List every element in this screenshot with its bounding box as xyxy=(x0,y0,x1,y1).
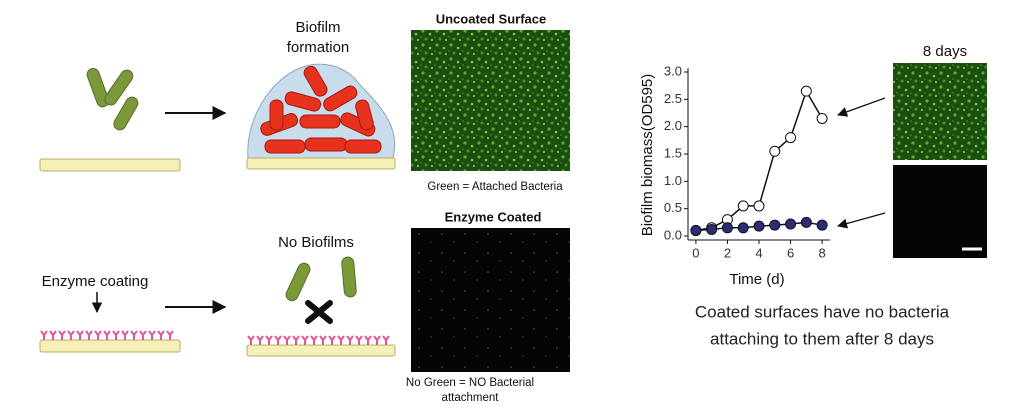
y-tick-label: 1.0 xyxy=(664,173,682,188)
y-tick-label: 0.5 xyxy=(664,200,682,215)
micrograph xyxy=(893,165,987,258)
biofilm-bacteria xyxy=(260,65,382,154)
enzymes xyxy=(40,330,174,340)
y-tick-label: 2.0 xyxy=(664,118,682,133)
biofilm-matrix xyxy=(247,63,396,159)
x-tick-label: 4 xyxy=(755,245,762,260)
enzyme xyxy=(148,330,156,340)
x-axis-title: Time (d) xyxy=(729,271,784,288)
enzyme xyxy=(67,330,75,340)
enzyme xyxy=(265,335,273,345)
y-tick-label: 1.5 xyxy=(664,145,682,160)
enzyme xyxy=(85,330,93,340)
enzyme xyxy=(319,335,327,345)
label: formation xyxy=(287,39,350,56)
enzyme xyxy=(310,335,318,345)
data-point xyxy=(800,85,812,97)
micrograph xyxy=(411,30,570,171)
enzyme xyxy=(337,335,345,345)
enzyme xyxy=(355,335,363,345)
enzymes xyxy=(247,335,390,345)
enzyme xyxy=(121,330,129,340)
arrow xyxy=(837,97,886,117)
data-point xyxy=(753,200,765,212)
substrate xyxy=(39,339,181,353)
data-point xyxy=(690,225,702,237)
data-point xyxy=(816,112,828,124)
enzyme xyxy=(274,335,282,345)
data-point xyxy=(737,222,749,234)
data-point xyxy=(816,219,828,231)
enzyme xyxy=(247,335,255,345)
y-tick-label: 0.0 xyxy=(664,227,682,242)
label: Enzyme coating xyxy=(42,273,149,290)
data-point xyxy=(785,218,797,230)
substrate xyxy=(246,157,396,170)
image-title: Uncoated Surface xyxy=(436,11,547,26)
enzyme xyxy=(58,330,66,340)
caption: Green = Attached Bacteria xyxy=(427,181,563,193)
enzyme xyxy=(346,335,354,345)
label: Biofilm xyxy=(295,19,340,36)
data-point xyxy=(769,145,781,157)
x-tick-label: 2 xyxy=(724,245,731,260)
data-point xyxy=(721,222,733,234)
bacteria xyxy=(285,256,357,302)
arrow xyxy=(837,212,886,229)
image-title: Enzyme Coated xyxy=(445,209,542,224)
enzyme xyxy=(49,330,57,340)
label: 8 days xyxy=(923,43,967,60)
enzyme xyxy=(283,335,291,345)
micrograph xyxy=(411,228,570,372)
x-tick-label: 6 xyxy=(787,245,794,260)
substrate xyxy=(39,158,181,172)
y-axis-title: Biofilm biomass(OD595) xyxy=(639,74,656,237)
data-point xyxy=(800,216,812,228)
enzyme xyxy=(256,335,264,345)
data-point xyxy=(769,219,781,231)
enzyme xyxy=(139,330,147,340)
enzyme xyxy=(94,330,102,340)
substrate xyxy=(246,344,396,357)
y-tick-label: 3.0 xyxy=(664,63,682,78)
data-point xyxy=(785,132,797,144)
data-point xyxy=(706,223,718,235)
enzyme xyxy=(382,335,390,345)
enzyme xyxy=(112,330,120,340)
label: No Biofilms xyxy=(278,234,354,251)
enzyme xyxy=(40,330,48,340)
enzyme xyxy=(292,335,300,345)
chart: 0.0 0.5 1.0 1.5 2.0 2.5 3.0 0 2 4 6 8 xyxy=(664,63,830,260)
enzyme xyxy=(373,335,381,345)
x-tick-label: 8 xyxy=(818,245,825,260)
caption: attachment xyxy=(442,392,500,404)
x-mark xyxy=(305,300,333,324)
enzyme xyxy=(166,330,174,340)
data-point xyxy=(753,220,765,232)
enzyme xyxy=(130,330,138,340)
enzyme xyxy=(103,330,111,340)
y-tick-label: 2.5 xyxy=(664,91,682,106)
enzyme xyxy=(157,330,165,340)
caption: Coated surfaces have no bacteria xyxy=(695,302,950,321)
enzyme xyxy=(364,335,372,345)
data-point xyxy=(737,200,749,212)
bacteria xyxy=(86,68,139,131)
enzyme xyxy=(301,335,309,345)
enzyme xyxy=(328,335,336,345)
micrograph xyxy=(893,63,987,160)
caption: attaching to them after 8 days xyxy=(710,329,934,348)
enzyme xyxy=(76,330,84,340)
x-tick-label: 0 xyxy=(692,245,699,260)
caption: No Green = NO Bacterial xyxy=(406,377,534,389)
